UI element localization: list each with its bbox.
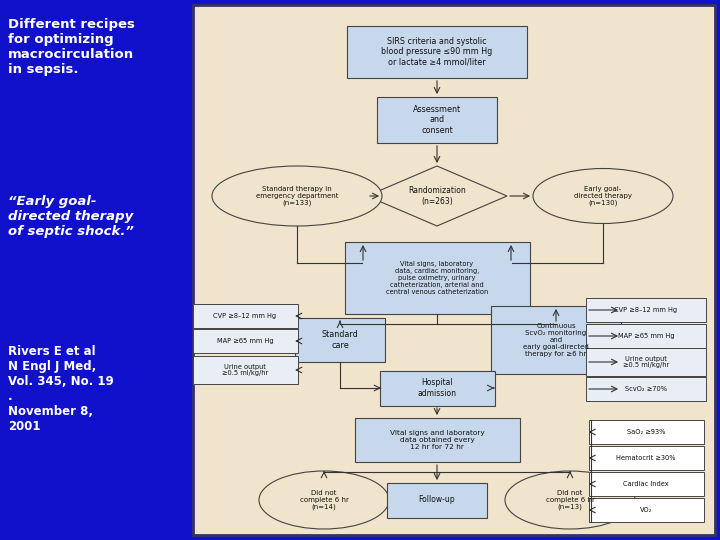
Text: Vital signs and laboratory
data obtained every
12 hr for 72 hr: Vital signs and laboratory data obtained… xyxy=(390,430,485,450)
Ellipse shape xyxy=(533,168,673,224)
Bar xyxy=(347,26,527,78)
Text: SaO₂ ≥93%: SaO₂ ≥93% xyxy=(627,429,665,435)
Text: Standard therapy in
emergency department
(n=133): Standard therapy in emergency department… xyxy=(256,186,338,206)
Text: Cardiac Index: Cardiac Index xyxy=(624,481,669,487)
Bar xyxy=(377,97,497,143)
Text: Urine output
≥0.5 ml/kg/hr: Urine output ≥0.5 ml/kg/hr xyxy=(623,355,669,368)
Bar xyxy=(192,304,297,328)
Bar xyxy=(586,377,706,401)
Text: CVP ≥8–12 mm Hg: CVP ≥8–12 mm Hg xyxy=(213,313,276,319)
Bar xyxy=(193,5,715,535)
Bar xyxy=(344,242,529,314)
Text: Hospital
admission: Hospital admission xyxy=(418,379,456,397)
Bar xyxy=(588,446,703,470)
Bar xyxy=(586,324,706,348)
Ellipse shape xyxy=(259,471,389,529)
Bar xyxy=(586,348,706,376)
Bar xyxy=(588,420,703,444)
Text: CVP ≥8–12 mm Hg: CVP ≥8–12 mm Hg xyxy=(614,307,678,313)
Text: Continuous
ScvO₂ monitoring
and
early goal-directed
therapy for ≥6 hr: Continuous ScvO₂ monitoring and early go… xyxy=(523,323,589,357)
Bar xyxy=(588,498,703,522)
Text: ScvO₂ ≥70%: ScvO₂ ≥70% xyxy=(625,386,667,392)
Bar xyxy=(586,298,706,322)
Bar xyxy=(588,472,703,496)
Text: Vital signs, laboratory
data, cardiac monitoring,
pulse oximetry, urinary
cathet: Vital signs, laboratory data, cardiac mo… xyxy=(386,261,488,295)
Text: MAP ≥65 mm Hg: MAP ≥65 mm Hg xyxy=(217,338,274,344)
Text: Did not
complete 6 hr
(n=14): Did not complete 6 hr (n=14) xyxy=(300,490,348,510)
Text: MAP ≥65 mm Hg: MAP ≥65 mm Hg xyxy=(618,333,675,339)
Text: Did not
complete 6 hr
(n=13): Did not complete 6 hr (n=13) xyxy=(546,490,595,510)
Text: VO₂: VO₂ xyxy=(640,507,652,513)
Text: Assessment
and
consent: Assessment and consent xyxy=(413,105,461,135)
Text: Different recipes
for optimizing
macrocirculation
in sepsis.: Different recipes for optimizing macroci… xyxy=(8,18,135,76)
Text: Follow-up: Follow-up xyxy=(419,496,455,504)
Text: Early goal-
directed therapy
(n=130): Early goal- directed therapy (n=130) xyxy=(574,186,632,206)
Bar xyxy=(192,356,297,384)
Bar xyxy=(192,329,297,353)
Text: Hematocrit ≥30%: Hematocrit ≥30% xyxy=(616,455,676,461)
Bar xyxy=(491,306,621,374)
Bar xyxy=(379,370,495,406)
Polygon shape xyxy=(367,166,507,226)
Ellipse shape xyxy=(505,471,635,529)
Bar xyxy=(295,318,385,362)
Bar xyxy=(387,483,487,517)
Text: Urine output
≥0.5 ml/kg/hr: Urine output ≥0.5 ml/kg/hr xyxy=(222,363,268,376)
Bar xyxy=(354,418,520,462)
Ellipse shape xyxy=(212,166,382,226)
Text: “Early goal-
directed therapy
of septic shock.”: “Early goal- directed therapy of septic … xyxy=(8,195,134,238)
Text: Randomization
(n=263): Randomization (n=263) xyxy=(408,186,466,206)
Text: SIRS criteria and systolic
blood pressure ≤90 mm Hg
or lactate ≥4 mmol/liter: SIRS criteria and systolic blood pressur… xyxy=(382,37,492,67)
Text: Rivers E et al
N Engl J Med,
Vol. 345, No. 19
.
November 8,
2001: Rivers E et al N Engl J Med, Vol. 345, N… xyxy=(8,345,114,433)
Text: Standard
care: Standard care xyxy=(322,330,359,350)
